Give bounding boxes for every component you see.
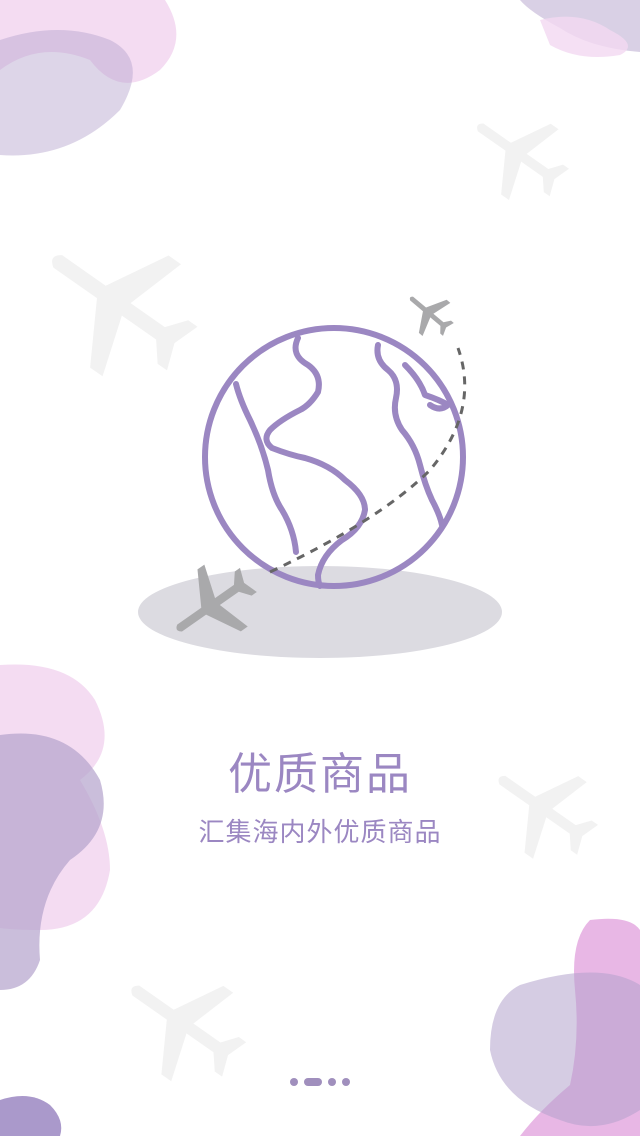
page-dot[interactable]: [290, 1078, 298, 1086]
bottom-right-blob: [490, 918, 640, 1136]
page-indicator: [0, 1077, 640, 1087]
page-dot[interactable]: [328, 1078, 336, 1086]
top-right-blob: [520, 0, 640, 58]
bottom-left-blob: [0, 1096, 62, 1136]
left-blob: [0, 664, 110, 990]
page-dot[interactable]: [342, 1078, 350, 1086]
globe-icon: [202, 325, 466, 589]
page-subtitle: 汇集海内外优质商品: [198, 818, 442, 848]
top-left-blob: [0, 0, 177, 156]
page-dot-active[interactable]: [304, 1078, 322, 1086]
flight-path-line: [269, 347, 467, 574]
page-title: 优质商品: [228, 749, 412, 800]
